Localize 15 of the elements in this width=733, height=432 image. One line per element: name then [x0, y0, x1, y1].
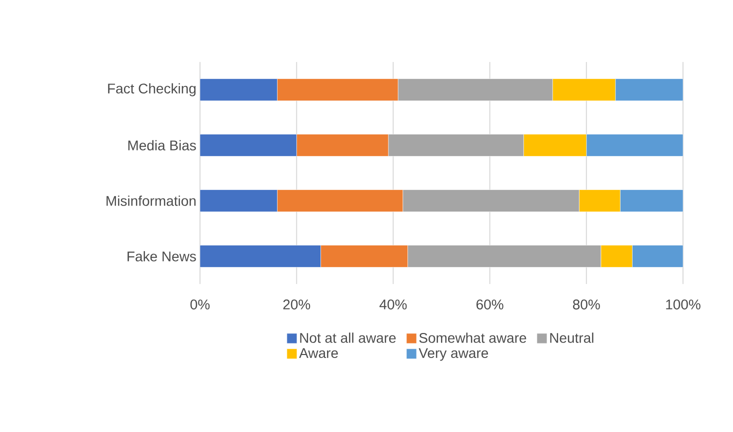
legend-label: Somewhat aware	[419, 332, 526, 343]
y-tick-label: Fake News	[128, 251, 196, 262]
x-tick-label: 0%	[190, 300, 210, 310]
x-tick-label: 60%	[476, 300, 504, 310]
x-tick-label: 80%	[573, 300, 600, 310]
legend-label: Aware	[299, 348, 338, 358]
y-tick-label: Media Bias	[128, 140, 196, 150]
legend-label: Neutral	[550, 332, 594, 343]
x-tick-label: 100%	[666, 300, 700, 310]
x-tick-label: 20%	[283, 300, 310, 310]
y-tick-label: Fact Checking	[108, 83, 196, 96]
legend-label: Not at all aware	[300, 332, 396, 343]
legend-label: Very aware	[418, 348, 488, 361]
y-tick-label: Misinformation	[106, 196, 196, 206]
x-tick-label: 40%	[380, 300, 407, 310]
